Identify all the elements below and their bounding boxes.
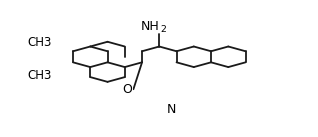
Text: NH: NH [141,21,159,33]
Text: CH3: CH3 [27,69,52,82]
Text: N: N [167,103,176,116]
Text: O: O [122,83,132,96]
Text: CH3: CH3 [27,36,52,49]
Text: 2: 2 [161,25,166,34]
